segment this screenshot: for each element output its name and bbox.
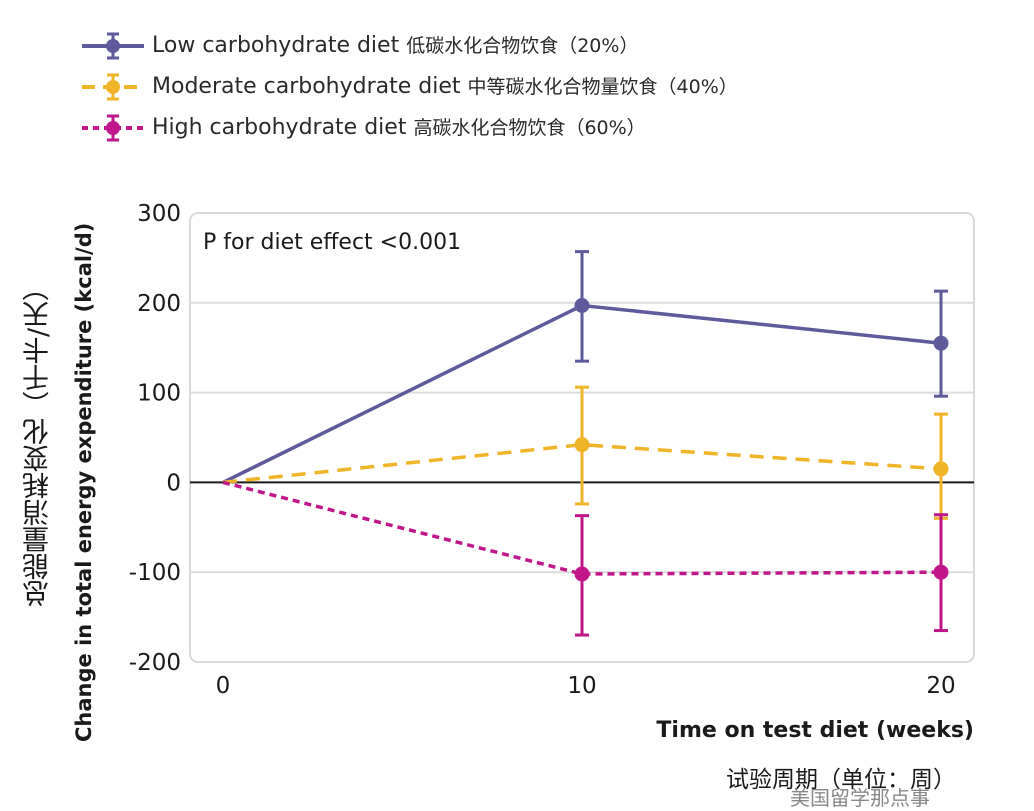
x-tick-label-2: 20 bbox=[926, 673, 955, 699]
y-tick-label-1: 200 bbox=[137, 291, 181, 317]
y-tick-label-3: 0 bbox=[166, 470, 181, 496]
legend-marker-moderate bbox=[82, 73, 144, 101]
legend-marker-low bbox=[82, 32, 144, 60]
x-axis-label: Time on test diet (weeks) bbox=[656, 718, 974, 743]
y-tick-label-4: -100 bbox=[129, 560, 181, 586]
legend-label-high: High carbohydrate diet bbox=[152, 115, 407, 140]
x-tick-label-1: 10 bbox=[567, 673, 596, 699]
legend-label-low-cn: 低碳水化合物饮食（20%） bbox=[406, 35, 639, 57]
legend-marker-high bbox=[82, 114, 144, 142]
legend-label-high-cn: 高碳水化合物饮食（60%） bbox=[413, 117, 646, 139]
y-tick-label-0: 300 bbox=[137, 201, 181, 227]
plot-frame bbox=[189, 212, 975, 663]
data-point-2-2 bbox=[933, 564, 949, 580]
x-axis-label-cn: 试验周期（单位：周） bbox=[726, 767, 956, 793]
legend-label-low: Low carbohydrate diet bbox=[152, 33, 400, 58]
data-point-1-1 bbox=[574, 437, 590, 453]
watermark: 美国留学那点事 bbox=[790, 786, 930, 810]
legend-label-moderate-cn: 中等碳水化合物量饮食（40%） bbox=[467, 76, 738, 98]
y-tick-label-2: 100 bbox=[137, 381, 181, 407]
legend-label-moderate: Moderate carbohydrate diet bbox=[152, 74, 461, 99]
data-point-0-1 bbox=[574, 297, 590, 313]
data-point-2-1 bbox=[574, 566, 590, 582]
annotation-p-value: P for diet effect <0.001 bbox=[203, 230, 461, 255]
series-line-1 bbox=[222, 442, 942, 485]
y-tick-label-5: -200 bbox=[129, 650, 181, 676]
data-point-0-2 bbox=[933, 335, 949, 351]
x-tick-label-0: 0 bbox=[216, 673, 231, 699]
series-line-2 bbox=[222, 480, 942, 576]
data-point-1-2 bbox=[933, 461, 949, 477]
